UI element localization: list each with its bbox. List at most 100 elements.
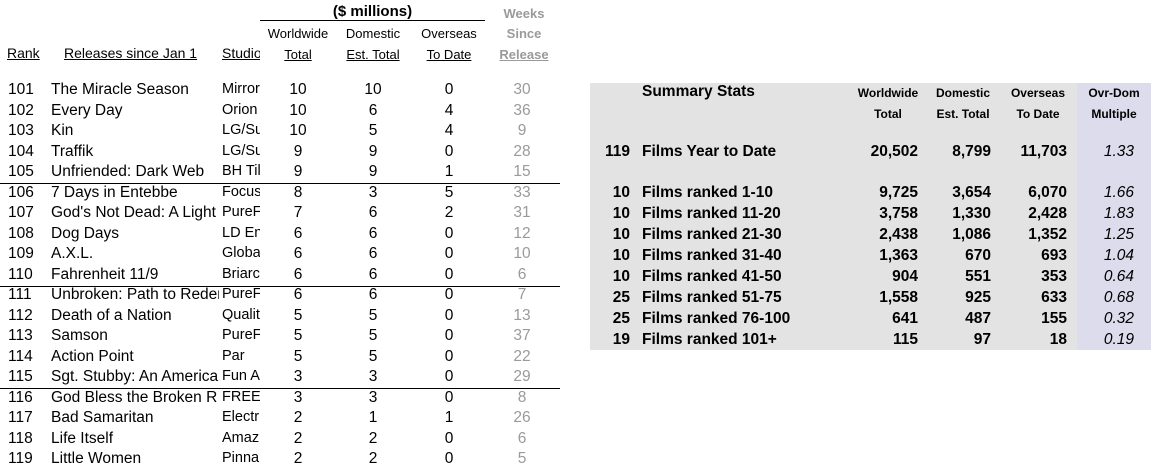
film-rank: 111 xyxy=(8,286,32,303)
summary-row: 10 Films ranked 1-10 9,725 3,654 6,070 1.66 xyxy=(590,184,1151,205)
film-row: 118 Life Itself Amaz 2 2 0 6 xyxy=(0,430,560,451)
domestic-header-2: Est. Total xyxy=(346,47,400,62)
film-overseas: 1 xyxy=(444,409,454,426)
film-worldwide: 5 xyxy=(293,347,303,365)
summary-worldwide: 115 xyxy=(892,331,918,348)
summary-count: 10 xyxy=(612,268,630,285)
summary-overseas-header-2: To Date xyxy=(1016,107,1060,121)
rank-header: Rank xyxy=(7,45,40,61)
film-weeks: 10 xyxy=(513,245,531,262)
summary-domestic: 1,330 xyxy=(952,205,991,222)
summary-domestic: 1,086 xyxy=(952,226,991,243)
film-weeks: 37 xyxy=(513,327,531,344)
film-studio: Globa xyxy=(222,245,260,261)
film-row: 113 Samson PureF 5 5 0 37 xyxy=(0,327,560,348)
millions-header: ($ millions) xyxy=(332,3,413,20)
summary-multiple: 1.04 xyxy=(1103,247,1134,264)
overseas-header-2: To Date xyxy=(426,47,472,62)
summary-row: 10 Films ranked 21-30 2,438 1,086 1,352 1.25 xyxy=(590,226,1151,247)
film-weeks: 33 xyxy=(513,183,531,201)
film-rank: 112 xyxy=(8,306,33,324)
film-title: God Bless the Broken R xyxy=(51,388,218,406)
film-title: The Miracle Season xyxy=(51,81,189,98)
film-weeks: 15 xyxy=(513,163,531,180)
summary-count: 19 xyxy=(612,331,630,348)
film-weeks: 6 xyxy=(517,265,527,283)
film-title: Sgt. Stubby: An America xyxy=(51,368,219,385)
film-domestic: 6 xyxy=(368,265,378,283)
film-rank: 114 xyxy=(8,347,33,365)
film-worldwide: 10 xyxy=(289,122,307,139)
summary-overseas-header-1: Overseas xyxy=(1010,86,1066,100)
summary-count: 10 xyxy=(612,184,630,201)
group-separator xyxy=(0,388,560,389)
film-domestic: 3 xyxy=(368,183,378,201)
film-weeks: 26 xyxy=(513,409,531,426)
film-overseas: 2 xyxy=(444,204,454,221)
film-domestic: 10 xyxy=(364,81,382,98)
film-weeks: 7 xyxy=(517,286,527,303)
film-studio: Par xyxy=(222,347,245,364)
film-studio: LD En xyxy=(222,224,260,241)
film-studio: Amaz xyxy=(222,429,260,446)
film-overseas: 0 xyxy=(444,368,454,385)
film-rank: 117 xyxy=(8,409,33,426)
film-worldwide: 9 xyxy=(293,142,303,160)
film-worldwide: 3 xyxy=(293,368,303,385)
film-rank: 113 xyxy=(8,327,33,344)
film-rank: 116 xyxy=(8,388,33,406)
film-domestic: 6 xyxy=(368,224,378,242)
multiple-column-shade xyxy=(1077,83,1151,350)
summary-domestic: 670 xyxy=(965,247,991,264)
summary-title: Summary Stats xyxy=(642,83,755,100)
film-row: 102 Every Day Orion 10 6 4 36 xyxy=(0,102,560,123)
film-worldwide: 2 xyxy=(293,450,303,467)
film-weeks: 6 xyxy=(517,429,527,447)
summary-multiple-header-2: Multiple xyxy=(1091,107,1137,121)
summary-overseas: 2,428 xyxy=(1028,205,1067,222)
film-domestic: 5 xyxy=(368,327,378,344)
film-worldwide: 10 xyxy=(289,81,307,98)
film-overseas: 0 xyxy=(444,142,454,160)
summary-worldwide: 9,725 xyxy=(879,184,918,201)
film-overseas: 4 xyxy=(444,122,454,139)
film-worldwide: 3 xyxy=(293,388,303,406)
weeks-header-3: Release xyxy=(499,47,549,62)
film-worldwide: 5 xyxy=(293,327,303,344)
film-domestic: 5 xyxy=(368,347,378,365)
film-rank: 115 xyxy=(8,368,33,385)
film-studio: FREE xyxy=(222,388,260,405)
summary-row: 25 Films ranked 76-100 641 487 155 0.32 xyxy=(590,310,1151,331)
summary-worldwide: 20,502 xyxy=(870,143,918,160)
film-overseas: 0 xyxy=(444,327,454,344)
film-studio: Fun A xyxy=(222,368,260,384)
group-separator xyxy=(0,183,560,184)
film-studio: LG/Su xyxy=(222,122,260,138)
film-title: God's Not Dead: A Light xyxy=(51,204,216,221)
summary-overseas: 633 xyxy=(1041,289,1067,306)
summary-count: 10 xyxy=(612,205,630,222)
film-worldwide: 10 xyxy=(289,101,307,119)
summary-multiple: 1.33 xyxy=(1103,143,1134,160)
summary-overseas: 11,703 xyxy=(1020,143,1067,160)
summary-worldwide: 2,438 xyxy=(879,226,918,243)
film-weeks: 30 xyxy=(513,81,531,98)
film-row: 103 Kin LG/Su 10 5 4 9 xyxy=(0,122,560,143)
summary-domestic-header-2: Est. Total xyxy=(936,107,990,121)
summary-worldwide: 3,758 xyxy=(879,205,918,222)
film-domestic: 2 xyxy=(368,450,378,467)
film-weeks: 29 xyxy=(513,368,531,385)
summary-overseas: 1,352 xyxy=(1028,226,1067,243)
film-studio: Focus xyxy=(222,183,260,200)
summary-row: 10 Films ranked 31-40 1,363 670 693 1.04 xyxy=(590,247,1151,268)
summary-domestic: 487 xyxy=(965,310,991,327)
summary-row: 10 Films ranked 41-50 904 551 353 0.64 xyxy=(590,268,1151,289)
film-overseas: 0 xyxy=(444,265,454,283)
film-row: 106 7 Days in Entebbe Focus 8 3 5 33 xyxy=(0,184,560,205)
film-studio: Mirror xyxy=(222,81,260,97)
film-weeks: 5 xyxy=(517,450,527,467)
film-studio: Qualit xyxy=(222,306,260,323)
film-domestic: 9 xyxy=(368,163,378,180)
film-worldwide: 7 xyxy=(293,204,303,221)
film-domestic: 9 xyxy=(368,142,378,160)
